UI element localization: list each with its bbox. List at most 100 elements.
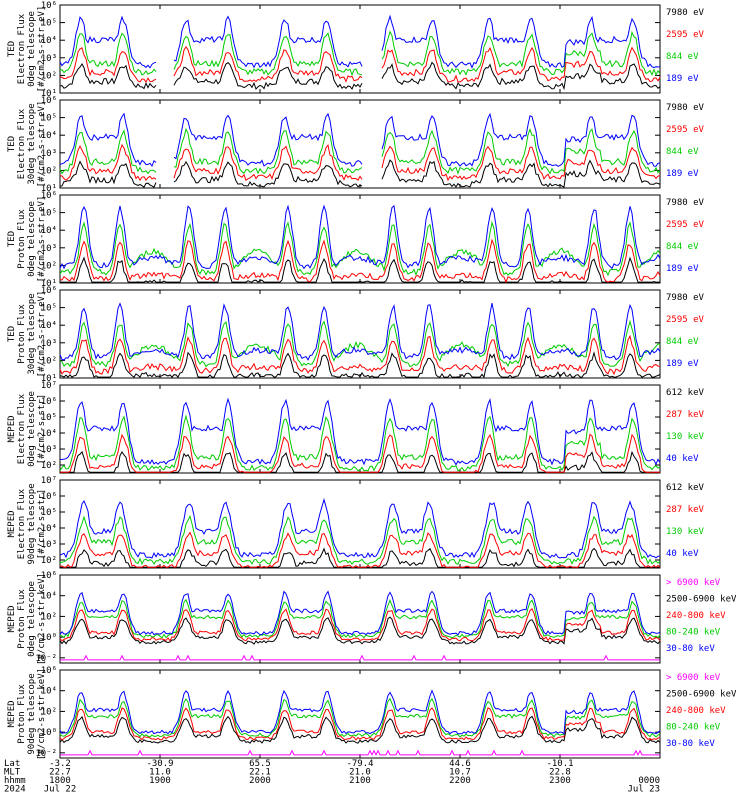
legend-entry: 189 eV: [666, 359, 699, 369]
legend-entry: 130 keV: [666, 527, 705, 537]
y-tick-label: 10⁴: [41, 131, 57, 141]
y-axis-label-line: TED: [7, 326, 17, 342]
ephemeris-value: 22.7: [49, 768, 71, 778]
y-axis-label-line: 0deg telescope: [27, 201, 37, 277]
series-line-40-kev: [59, 397, 661, 466]
panel-frame: [59, 4, 661, 94]
legend-entry: > 6900 keV: [666, 578, 721, 588]
ephemeris-value: 2000: [249, 776, 271, 786]
y-axis-label: MEPEDProton Flux90deg telescope[#/cm2-s-…: [7, 668, 47, 760]
y-tick-label: 10⁶: [41, 286, 57, 296]
ephemeris-value: 0000: [638, 776, 660, 786]
legend-entry: 240-800 keV: [666, 611, 726, 621]
ephemeris-row-label: MLT: [4, 768, 21, 778]
series-line-2595-ev: [59, 143, 661, 182]
y-axis-label: TEDElectron Flux0deg telescope[#/cm2-s-s…: [7, 6, 47, 93]
panel-frame: [59, 669, 661, 759]
ephemeris-value: Jul 22: [44, 785, 77, 795]
y-tick-label: 10²: [41, 356, 57, 366]
y-tick-label: 10¹: [41, 279, 57, 289]
legend-entry: 130 keV: [666, 432, 705, 442]
ephemeris-value: 2100: [349, 776, 371, 786]
series-line-844-ev: [59, 127, 661, 175]
ephemeris-value: 22.8: [549, 768, 571, 778]
y-axis-label-line: [#/cm2-s-str]: [37, 394, 47, 464]
y-tick-label: 10²: [41, 166, 57, 176]
y-axis-label-line: [#/cm2-s-str-keV]: [37, 668, 47, 760]
y-tick-label: 10²: [41, 71, 57, 81]
legend-entry: 844 eV: [666, 52, 699, 62]
series-line-844-ev: [59, 319, 661, 368]
y-tick-label: 10¹: [41, 374, 57, 384]
y-axis-label-line: 0deg telescope: [27, 391, 37, 467]
series-line-844-ev: [59, 220, 661, 277]
y-axis-label-line: [#/cm2-s-str]: [37, 489, 47, 559]
ephemeris-value: 2300: [549, 776, 571, 786]
ephemeris-value: 11.0: [149, 768, 171, 778]
legend-entry: 80-240 keV: [666, 723, 721, 733]
legend-entry: 7980 eV: [666, 8, 705, 18]
y-axis-label-line: 90deg telescope: [27, 483, 37, 564]
y-tick-label: 10⁶: [41, 666, 57, 676]
y-tick-label: 10⁵: [41, 19, 57, 29]
y-tick-label: 10⁻²: [35, 749, 57, 759]
series-line-2500-6900-kev: [59, 715, 661, 744]
y-axis-label-line: Proton Flux: [17, 209, 27, 269]
legend-entry: 2500-6900 keV: [666, 690, 737, 700]
panel-frame: [59, 194, 661, 284]
series-line-7980-ev: [59, 351, 661, 379]
series-line--6900-kev: [60, 749, 660, 757]
y-axis-label-line: 30deg telescope: [27, 293, 37, 374]
legend-entry: 844 eV: [666, 242, 699, 252]
y-tick-label: 10⁶: [41, 571, 57, 581]
legend-entry: 240-800 keV: [666, 706, 726, 716]
y-axis-label-line: 30deg telescope: [27, 103, 37, 184]
y-tick-label: 10²: [41, 461, 57, 471]
y-tick-label: 10⁶: [41, 1, 57, 11]
ephemeris-row-label: hhmm: [4, 776, 26, 786]
ephemeris-value: 10.7: [449, 768, 471, 778]
series-line-240-800-kev: [59, 607, 661, 642]
series-line-80-240-kev: [59, 697, 661, 738]
series-line-30-80-kev: [59, 689, 661, 735]
y-axis-label-line: MEPED: [7, 700, 17, 727]
y-tick-label: 10⁵: [41, 304, 57, 314]
series-line-2595-ev: [59, 238, 661, 284]
series-line-189-ev: [59, 302, 661, 361]
y-tick-label: 10³: [41, 339, 57, 349]
y-axis-label: TEDElectron Flux30deg telescope[#/cm2-s-…: [7, 101, 47, 188]
y-axis-label-line: Electron Flux: [17, 393, 27, 464]
y-tick-label: 10²: [41, 707, 57, 717]
ephemeris-value: 1800: [49, 776, 71, 786]
y-axis-label-line: TED: [7, 41, 17, 57]
y-tick-label: 10⁻²: [35, 654, 57, 664]
legend-entry: > 6900 keV: [666, 673, 721, 683]
series-line-40-kev: [59, 497, 661, 559]
series-line-844-ev: [59, 30, 661, 77]
ephemeris-value: -79.4: [346, 759, 373, 769]
legend-entry: 844 eV: [666, 147, 699, 157]
y-tick-label: 10⁰: [41, 728, 57, 738]
y-axis-label-line: Electron Flux: [17, 108, 27, 179]
ephemeris-value: 21.0: [349, 768, 371, 778]
y-tick-label: 10⁶: [41, 492, 57, 502]
y-axis-label-line: 0deg telescope: [27, 581, 37, 657]
y-tick-label: 10³: [41, 244, 57, 254]
legend-entry: 2595 eV: [666, 315, 705, 325]
legend-entry: 7980 eV: [666, 293, 705, 303]
y-tick-label: 10⁰: [41, 633, 57, 643]
y-tick-label: 10⁵: [41, 114, 57, 124]
legend-entry: 189 eV: [666, 264, 699, 274]
series-line-2500-6900-kev: [59, 616, 661, 645]
y-tick-label: 10⁷: [41, 381, 57, 391]
y-tick-label: 10⁴: [41, 36, 57, 46]
series-line-7980-ev: [59, 61, 661, 91]
y-tick-label: 10²: [41, 556, 57, 566]
y-axis-label: MEPEDProton Flux0deg telescope[#/cm2-s-s…: [7, 573, 47, 665]
ephemeris-value: 22.1: [249, 768, 271, 778]
